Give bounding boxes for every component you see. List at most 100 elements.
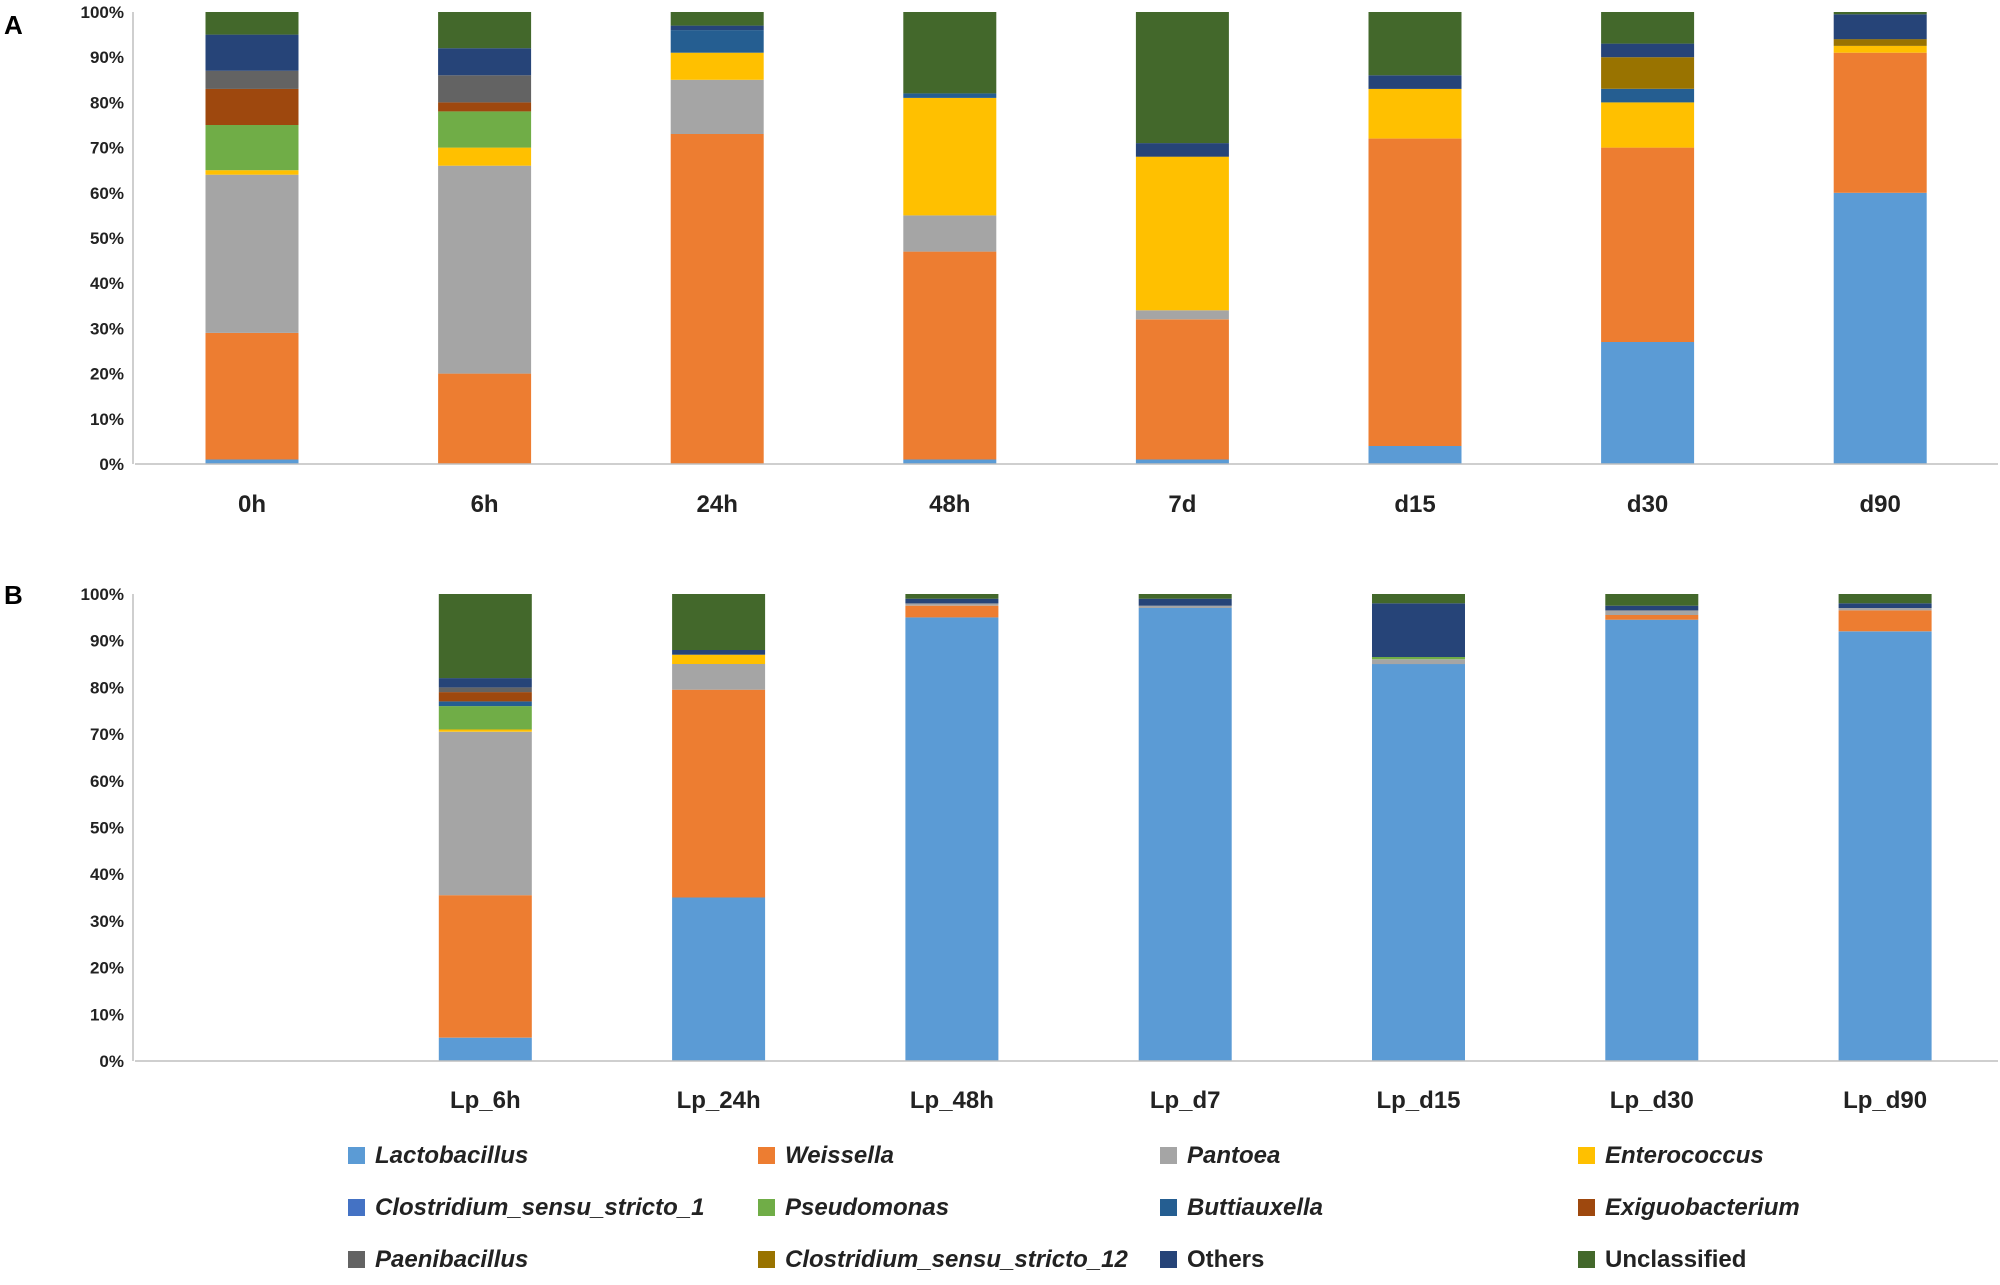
panel-b-x-category-label: Lp_d30 (1610, 1087, 1694, 1114)
panel-a-y-tick-label: 90% (90, 48, 124, 67)
bar-segment-weissella (1368, 138, 1462, 446)
bar-segment-pantoea (905, 603, 999, 606)
bar-segment-others (1372, 603, 1465, 657)
bar-segment-pantoea (903, 215, 997, 252)
bar-segment-weissella (1605, 615, 1699, 620)
bar-segment-paenibacillus (205, 70, 299, 89)
bar-segment-unclassified (1372, 594, 1465, 604)
bar-segment-pantoea (670, 79, 764, 134)
bar-segment-exiguobacterium (205, 88, 299, 125)
legend-swatch-clostridium-12 (758, 1251, 775, 1268)
panel-a-x-category-label: 7d (1168, 491, 1196, 518)
bar-segment-enterococcus (1368, 88, 1462, 139)
bar-segment-buttiauxella (438, 701, 532, 707)
legend-label-lactobacillus: Lactobacillus (375, 1142, 528, 1169)
legend-label-paenibacillus: Paenibacillus (375, 1246, 528, 1273)
panel-b-label: B (4, 580, 23, 610)
panel-b-x-category-label: Lp_d7 (1150, 1087, 1221, 1114)
bar-segment-weissella (438, 373, 532, 464)
legend-label-weissella: Weissella (785, 1142, 894, 1169)
bar-segment-lactobacillus (438, 1037, 532, 1061)
panel-b-y-tick-label: 60% (90, 772, 124, 791)
bar-segment-unclassified (1138, 594, 1232, 599)
legend-label-clostridium-12: Clostridium_sensu_stricto_12 (785, 1246, 1128, 1273)
bar-segment-enterococcus (438, 729, 532, 732)
legend-swatch-lactobacillus (348, 1147, 365, 1164)
bar-segment-others (1833, 14, 1927, 40)
panel-a-x-category-label: d90 (1860, 491, 1901, 518)
bar-segment-pseudomonas (438, 111, 532, 148)
bar-segment-pseudomonas (438, 706, 532, 730)
bar-segment-others (438, 48, 532, 76)
legend-label-pseudomonas: Pseudomonas (785, 1194, 949, 1221)
panel-a-y-tick-label: 40% (90, 274, 124, 293)
legend-label-pantoea: Pantoea (1187, 1142, 1280, 1169)
panel-b-chart: 0% 10% 20% 30% 40% 50% 60% 70% 80% 90% 100% Lp_6h Lp… (81, 585, 1998, 1114)
panel-a-x-category-label: 48h (929, 491, 970, 518)
panel-a-y-tick-label: 70% (90, 139, 124, 158)
bar-segment-pantoea (205, 174, 299, 333)
bar-segment-weissella (672, 689, 766, 898)
legend-label-buttiauxella: Buttiauxella (1187, 1194, 1323, 1221)
bar-segment-others (670, 25, 764, 31)
bar-segment-others (1601, 43, 1695, 58)
legend-label-clostridium-1: Clostridium_sensu_stricto_1 (375, 1194, 704, 1221)
bar-segment-enterococcus (205, 170, 299, 175)
bar-segment-others (438, 678, 532, 688)
panel-a-y-tick-label: 60% (90, 184, 124, 203)
bar-segment-unclassified (905, 594, 999, 599)
legend-swatch-exiguobacterium (1578, 1199, 1595, 1216)
bar-segment-pantoea (1135, 310, 1229, 320)
panel-b-y-tick-label: 70% (90, 725, 124, 744)
legend-swatch-others (1160, 1251, 1177, 1268)
bar-segment-lactobacillus (1833, 192, 1927, 465)
legend-swatch-weissella (758, 1147, 775, 1164)
bar-segment-others (205, 34, 299, 71)
bar-segment-unclassified (438, 594, 532, 679)
panel-a-y-tick-label: 10% (90, 410, 124, 429)
bar-segment-unclassified (1833, 12, 1927, 15)
bar-segment-unclassified (1838, 594, 1932, 604)
bar-segment-unclassified (438, 12, 532, 49)
bar-segment-unclassified (1605, 594, 1699, 606)
bar-segment-enterococcus (1135, 156, 1229, 311)
bar-segment-pantoea (1838, 608, 1932, 611)
bar-segment-lactobacillus (1605, 619, 1699, 1061)
bar-segment-lactobacillus (903, 459, 997, 464)
bar-segment-others (1135, 143, 1229, 157)
panel-a-y-tick-label: 100% (81, 3, 124, 22)
panel-b-y-tick-label: 10% (90, 1005, 124, 1024)
bar-segment-others (1138, 598, 1232, 606)
panel-b-y-tick-label: 90% (90, 632, 124, 651)
bar-segment-pseudomonas (1372, 657, 1465, 660)
bar-segment-unclassified (1368, 12, 1462, 76)
bar-segment-others (672, 650, 766, 655)
bar-segment-pantoea (1605, 610, 1699, 615)
panel-b-x-category-label: Lp_24h (677, 1087, 761, 1114)
bar-segment-pantoea (672, 664, 766, 690)
legend-label-enterococcus: Enterococcus (1605, 1142, 1764, 1169)
legend-swatch-paenibacillus (348, 1251, 365, 1268)
panel-a-y-tick-label: 20% (90, 365, 124, 384)
panel-b-x-category-label: Lp_48h (910, 1087, 994, 1114)
legend: Lactobacillus Weissella Pantoea Enterococcu… (348, 1142, 1800, 1273)
legend-swatch-clostridium-1 (348, 1199, 365, 1216)
panel-b-y-tick-label: 30% (90, 912, 124, 931)
panel-a-x-category-label: d30 (1627, 491, 1668, 518)
panel-b-y-tick-label: 40% (90, 865, 124, 884)
bar-segment-enterococcus (670, 52, 764, 80)
bar-segment-others (1838, 603, 1932, 608)
panel-a-y-tick-label: 50% (90, 229, 124, 248)
bar-segment-weissella (205, 332, 299, 460)
bar-segment-pantoea (1372, 659, 1465, 665)
legend-swatch-enterococcus (1578, 1147, 1595, 1164)
bar-segment-unclassified (672, 594, 766, 650)
panel-a-chart: 0% 10% 20% 30% 40% 50% 60% 70% 80% 90% 100% 0h 6h 24h… (81, 3, 1998, 518)
bar-segment-weissella (1135, 319, 1229, 460)
legend-swatch-pseudomonas (758, 1199, 775, 1216)
bar-segment-others (1368, 75, 1462, 89)
bar-segment-enterococcus (1833, 45, 1927, 53)
bar-segment-lactobacillus (1138, 608, 1232, 1061)
bar-segment-exiguobacterium (438, 692, 532, 702)
bar-segment-weissella (438, 895, 532, 1038)
